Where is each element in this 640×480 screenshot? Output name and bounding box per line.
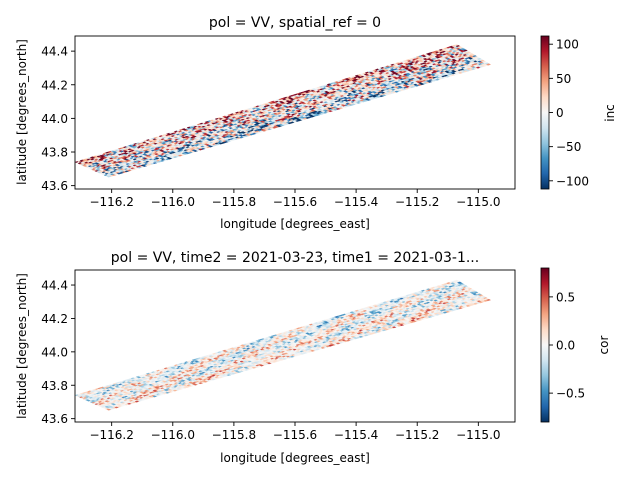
panel-title: pol = VV, time2 = 2021-03-23, time1 = 20… (111, 250, 479, 266)
x-axis: −116.2 −116.0 −115.8 −115.6 −115.4 −115.2 −115… (89, 189, 501, 209)
colorbar-tick-label: 0 (556, 106, 564, 120)
colorbar-tick-label: −100 (556, 174, 589, 188)
x-tick-label: −115.0 (456, 195, 500, 209)
y-axis: 43.6 43.8 44.0 44.2 44.4 (41, 45, 75, 193)
x-tick-label: −116.2 (89, 195, 133, 209)
panel-inc: pol = VV, spatial_ref = 0 −116.2 −116.0 −1… (15, 15, 617, 231)
y-tick-label: 44.0 (41, 112, 68, 126)
x-tick-label: −115.8 (212, 195, 256, 209)
y-tick-label: 44.4 (41, 45, 68, 59)
y-axis-label: latitude [degrees_north] (15, 39, 29, 185)
x-tick-label: −116.0 (151, 195, 195, 209)
swath-image (74, 279, 491, 411)
colorbar-ticks: −100 −50 0 50 100 (549, 38, 589, 188)
y-tick-label: 43.8 (41, 146, 68, 160)
swath-image (74, 44, 491, 178)
colorbar-label: inc (603, 104, 617, 122)
panel-cor: pol = VV, time2 = 2021-03-23, time1 = 20… (15, 250, 611, 465)
x-tick-label: −115.2 (395, 195, 439, 209)
x-tick-label: −115.6 (273, 195, 317, 209)
colorbar-tick-label: −50 (556, 140, 581, 154)
colorbar (540, 35, 550, 190)
y-tick-label: 44.2 (41, 78, 68, 92)
x-axis-label: longitude [degrees_east] (220, 217, 370, 231)
panel-title: pol = VV, spatial_ref = 0 (209, 15, 381, 31)
colorbar-tick-label: 50 (556, 72, 571, 86)
x-tick-label: −115.4 (334, 195, 378, 209)
y-tick-label: 43.6 (41, 179, 68, 193)
colorbar-tick-label: 100 (556, 38, 579, 52)
